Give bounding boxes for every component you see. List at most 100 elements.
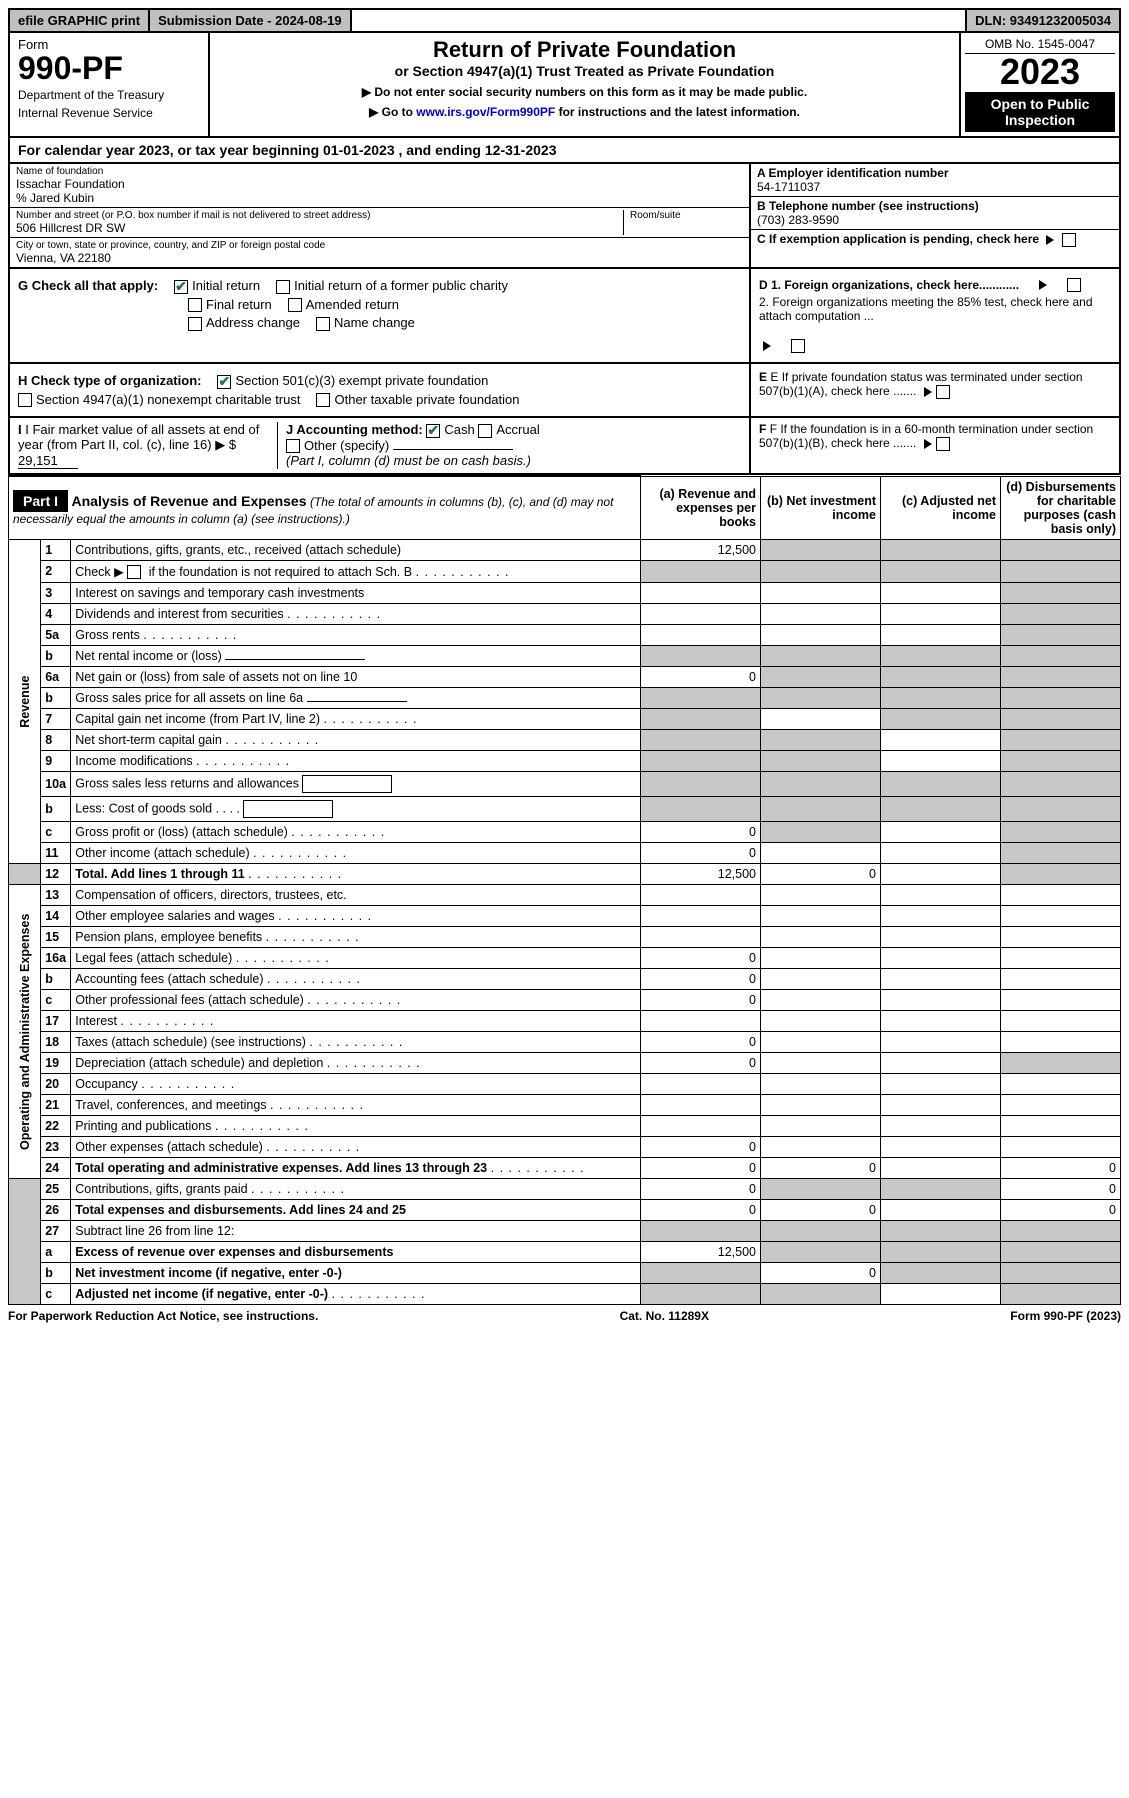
arrow-icon [924,387,932,397]
id-right: A Employer identification number 54-1711… [749,164,1119,267]
h-501c3-checkbox[interactable] [217,375,231,389]
care-of: % Jared Kubin [16,191,743,205]
part1-table: Part I Analysis of Revenue and Expenses … [8,475,1121,1305]
h-label: H Check type of organization: [18,373,201,388]
g-name-change-checkbox[interactable] [316,317,330,331]
j-accrual-checkbox[interactable] [478,424,492,438]
line-9: Income modifications [71,751,641,772]
revenue-sidebar: Revenue [9,539,41,864]
h-section: H Check type of organization: Section 50… [10,364,749,416]
h-4947-checkbox[interactable] [18,393,32,407]
open-to-public: Open to Public Inspection [965,92,1115,132]
exemption-pending-row: C If exemption application is pending, c… [751,230,1119,249]
top-bar: efile GRAPHIC print Submission Date - 20… [8,8,1121,33]
line-6a: Net gain or (loss) from sale of assets n… [71,667,641,688]
city-state-zip: Vienna, VA 22180 [16,251,743,265]
header-middle: Return of Private Foundation or Section … [210,33,959,136]
line-10b: Less: Cost of goods sold . . . . [71,797,641,822]
dln: DLN: 93491232005034 [967,10,1119,31]
e-checkbox[interactable] [936,385,950,399]
schb-checkbox[interactable] [127,565,141,579]
line-18: Taxes (attach schedule) (see instruction… [71,1032,641,1053]
j-section: J Accounting method: Cash Accrual Other … [278,422,741,469]
line-4: Dividends and interest from securities [71,604,641,625]
top-spacer [352,10,967,31]
city-row: City or town, state or province, country… [10,238,749,267]
dept-irs: Internal Revenue Service [18,106,200,120]
line-27a: Excess of revenue over expenses and disb… [71,1242,641,1263]
line-23: Other expenses (attach schedule) [71,1137,641,1158]
id-left: Name of foundation Issachar Foundation %… [10,164,749,267]
h-other-checkbox[interactable] [316,393,330,407]
line-5b: Net rental income or (loss) [71,646,641,667]
col-a-header: (a) Revenue and expenses per books [641,476,761,539]
arrow-icon [1039,280,1047,290]
paperwork-notice: For Paperwork Reduction Act Notice, see … [8,1309,318,1323]
i-value: 29,151 [18,453,78,469]
line-12: Total. Add lines 1 through 11 [71,864,641,885]
line-5a: Gross rents [71,625,641,646]
d1-label: D 1. Foreign organizations, check here..… [759,278,1019,292]
d1-checkbox[interactable] [1067,278,1081,292]
arrow-icon [1046,235,1054,245]
line-10a: Gross sales less returns and allowances [71,772,641,797]
form-number: 990-PF [18,52,200,84]
line-16a: Legal fees (attach schedule) [71,948,641,969]
line-17: Interest [71,1011,641,1032]
j-cash-checkbox[interactable] [426,424,440,438]
d2-checkbox[interactable] [791,339,805,353]
g-address-change-checkbox[interactable] [188,317,202,331]
line-15: Pension plans, employee benefits [71,927,641,948]
page-footer: For Paperwork Reduction Act Notice, see … [8,1309,1121,1323]
line-20: Occupancy [71,1074,641,1095]
line-13: Compensation of officers, directors, tru… [71,885,641,906]
g-section: G Check all that apply: Initial return I… [10,269,749,362]
h-e-block: H Check type of organization: Section 50… [8,364,1121,418]
cat-number: Cat. No. 11289X [620,1309,709,1323]
submission-date: Submission Date - 2024-08-19 [150,10,352,31]
g-label: G Check all that apply: [18,278,158,293]
tax-year: 2023 [965,54,1115,90]
line-8: Net short-term capital gain [71,730,641,751]
header-left: Form 990-PF Department of the Treasury I… [10,33,210,136]
line-25: Contributions, gifts, grants paid [71,1179,641,1200]
exemption-checkbox[interactable] [1062,233,1076,247]
header-right: OMB No. 1545-0047 2023 Open to Public In… [959,33,1119,136]
g-final-return-checkbox[interactable] [188,298,202,312]
e-section: E E If private foundation status was ter… [749,364,1119,416]
line-27c: Adjusted net income (if negative, enter … [71,1284,641,1305]
form-note2: ▶ Go to www.irs.gov/Form990PF for instru… [218,105,951,119]
street-address: 506 Hillcrest DR SW [16,221,623,235]
line-27: Subtract line 26 from line 12: [71,1221,641,1242]
part1-header: Part I [13,490,68,512]
g-initial-return-checkbox[interactable] [174,280,188,294]
col-d-header: (d) Disbursements for charitable purpose… [1001,476,1121,539]
ein-row: A Employer identification number 54-1711… [751,164,1119,197]
j-other-checkbox[interactable] [286,439,300,453]
g-amended-return-checkbox[interactable] [288,298,302,312]
e-label: E If private foundation status was termi… [759,370,1083,398]
ijf-block: I I Fair market value of all assets at e… [8,418,1121,475]
line-3: Interest on savings and temporary cash i… [71,583,641,604]
f-checkbox[interactable] [936,437,950,451]
j-label: J Accounting method: [286,422,423,437]
f-section: F F If the foundation is in a 60-month t… [749,418,1119,473]
col-c-header: (c) Adjusted net income [881,476,1001,539]
line-16b: Accounting fees (attach schedule) [71,969,641,990]
arrow-icon [924,439,932,449]
form-subtitle: or Section 4947(a)(1) Trust Treated as P… [218,63,951,79]
ein-value: 54-1711037 [757,180,1113,194]
line-22: Printing and publications [71,1116,641,1137]
dept-treasury: Department of the Treasury [18,88,200,102]
phone-row: B Telephone number (see instructions) (7… [751,197,1119,230]
i-section: I I Fair market value of all assets at e… [18,422,278,469]
line-10c: Gross profit or (loss) (attach schedule) [71,822,641,843]
j-note: (Part I, column (d) must be on cash basi… [286,453,531,468]
col-b-header: (b) Net investment income [761,476,881,539]
calendar-year-line: For calendar year 2023, or tax year begi… [8,138,1121,164]
phone-value: (703) 283-9590 [757,213,1113,227]
line-26: Total expenses and disbursements. Add li… [71,1200,641,1221]
g-initial-former-checkbox[interactable] [276,280,290,294]
line-21: Travel, conferences, and meetings [71,1095,641,1116]
irs-link[interactable]: www.irs.gov/Form990PF [416,105,555,119]
